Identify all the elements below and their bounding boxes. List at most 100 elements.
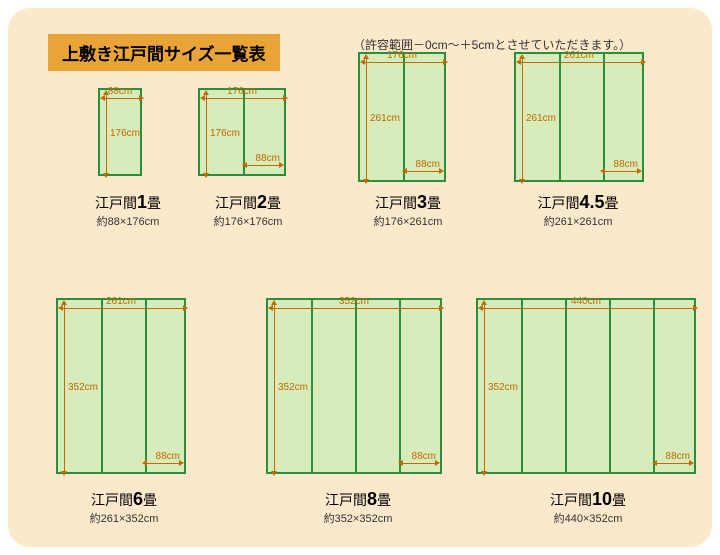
mat-dims: 約261×261cm	[528, 213, 628, 229]
dim-arrow-right	[402, 463, 436, 464]
mat-name-suf: 畳	[147, 195, 161, 211]
mat-name-pre: 江戸間	[91, 492, 133, 508]
mat-rect: 261cm261cm88cm	[514, 52, 644, 182]
dim-label-top: 440cm	[571, 296, 601, 307]
mat-divider	[603, 54, 605, 180]
mat-divider	[565, 300, 567, 472]
main-panel: 上敷き江戸間サイズ一覧表 （許容範囲－0cm～＋5cmとさせていただきます。） …	[8, 8, 712, 547]
dim-label-right: 88cm	[412, 451, 436, 462]
dim-arrow-left	[366, 58, 367, 180]
mat-rect: 88cm176cm	[98, 88, 142, 176]
mat-dims: 約440×352cm	[538, 510, 638, 526]
mat-name-suf: 畳	[612, 492, 626, 508]
mat-name: 江戸間10畳	[538, 489, 638, 510]
dim-arrow-top	[482, 308, 694, 309]
mat-item-m10: 440cm 352cm 88cm	[476, 298, 696, 474]
mat-name-suf: 畳	[377, 492, 391, 508]
dim-label-left: 352cm	[278, 382, 308, 393]
chart-title: 上敷き江戸間サイズ一覧表	[48, 34, 280, 71]
mat-item-m2: 176cm 176cm 88cm	[198, 88, 286, 176]
dim-label-right: 88cm	[614, 159, 638, 170]
dim-arrow-right	[146, 463, 180, 464]
mat-divider	[559, 54, 561, 180]
mat-caption: 江戸間4.5畳約261×261cm	[528, 186, 628, 229]
mat-name-num: 3	[417, 192, 427, 212]
mat-caption: 江戸間8畳約352×352cm	[308, 483, 408, 526]
mat-divider	[355, 300, 357, 472]
mat-caption: 江戸間1畳約88×176cm	[78, 186, 178, 229]
mat-name: 江戸間1畳	[78, 192, 178, 213]
dim-label-top: 176cm	[387, 50, 417, 61]
dim-arrow-right	[406, 171, 440, 172]
dim-arrow-top	[204, 98, 284, 99]
dim-arrow-left	[64, 304, 65, 472]
mat-divider	[101, 300, 103, 472]
mat-rect: 176cm 176cm 88cm	[198, 88, 286, 176]
mat-caption: 江戸間3畳約176×261cm	[358, 186, 458, 229]
mat-item-m3: 176cm 261cm 88cm	[358, 52, 446, 182]
mat-divider	[145, 300, 147, 472]
mat-dims: 約352×352cm	[308, 510, 408, 526]
dim-label-left: 352cm	[488, 382, 518, 393]
dim-label-top: 176cm	[227, 86, 257, 97]
mat-name-suf: 畳	[143, 492, 157, 508]
mat-caption: 江戸間10畳約440×352cm	[538, 483, 638, 526]
mat-name-num: 10	[592, 489, 612, 509]
mat-name-num: 8	[367, 489, 377, 509]
mat-name-num: 1	[137, 192, 147, 212]
mat-caption: 江戸間2畳約176×176cm	[198, 186, 298, 229]
mat-dims: 約176×176cm	[198, 213, 298, 229]
mat-name: 江戸間6畳	[74, 489, 174, 510]
dim-arrow-left	[522, 58, 523, 180]
dim-label-left: 261cm	[370, 113, 400, 124]
mat-divider	[521, 300, 523, 472]
dim-arrow-left	[274, 304, 275, 472]
dim-label-top: 261cm	[106, 296, 136, 307]
mat-name-pre: 江戸間	[95, 195, 137, 211]
dim-label-right: 88cm	[156, 451, 180, 462]
mat-dims: 約261×352cm	[74, 510, 174, 526]
mat-dims: 約88×176cm	[78, 213, 178, 229]
dim-arrow-top	[272, 308, 440, 309]
mat-divider	[399, 300, 401, 472]
mat-divider	[403, 54, 405, 180]
dim-label-right: 88cm	[416, 159, 440, 170]
dim-label-right: 88cm	[256, 153, 280, 164]
mat-name: 江戸間8畳	[308, 489, 408, 510]
mat-divider	[653, 300, 655, 472]
dim-arrow-right	[246, 165, 280, 166]
mat-name-pre: 江戸間	[537, 195, 579, 211]
dim-label-top: 261cm	[564, 50, 594, 61]
mat-rect: 440cm 352cm 88cm	[476, 298, 696, 474]
dim-arrow-top	[104, 98, 140, 99]
dim-arrow-top	[62, 308, 184, 309]
mat-divider	[609, 300, 611, 472]
dim-label-left: 176cm	[210, 128, 240, 139]
mat-item-m45: 261cm261cm88cm	[514, 52, 644, 182]
dim-arrow-right	[604, 171, 638, 172]
mat-name: 江戸間4.5畳	[528, 192, 628, 213]
dim-arrow-right	[656, 463, 690, 464]
dim-label-left: 352cm	[68, 382, 98, 393]
mat-item-m6: 261cm 352cm 88cm	[56, 298, 186, 474]
dim-arrow-top	[520, 62, 642, 63]
dim-arrow-top	[364, 62, 444, 63]
mat-name-num: 2	[257, 192, 267, 212]
mat-name-num: 4.5	[579, 192, 604, 212]
dim-arrow-left	[206, 94, 207, 174]
mat-name: 江戸間3畳	[358, 192, 458, 213]
mat-item-m1: 88cm176cm	[98, 88, 142, 176]
dim-label-right: 88cm	[666, 451, 690, 462]
mat-name-pre: 江戸間	[325, 492, 367, 508]
mat-item-m8: 352cm 352cm 88cm	[266, 298, 442, 474]
mat-rect: 352cm 352cm 88cm	[266, 298, 442, 474]
mat-divider	[311, 300, 313, 472]
dim-label-top: 352cm	[339, 296, 369, 307]
mat-name-suf: 畳	[427, 195, 441, 211]
mat-rect: 261cm 352cm 88cm	[56, 298, 186, 474]
mat-dims: 約176×261cm	[358, 213, 458, 229]
mat-rect: 176cm 261cm 88cm	[358, 52, 446, 182]
mat-name-pre: 江戸間	[550, 492, 592, 508]
mat-name-num: 6	[133, 489, 143, 509]
mat-name-suf: 畳	[605, 195, 619, 211]
